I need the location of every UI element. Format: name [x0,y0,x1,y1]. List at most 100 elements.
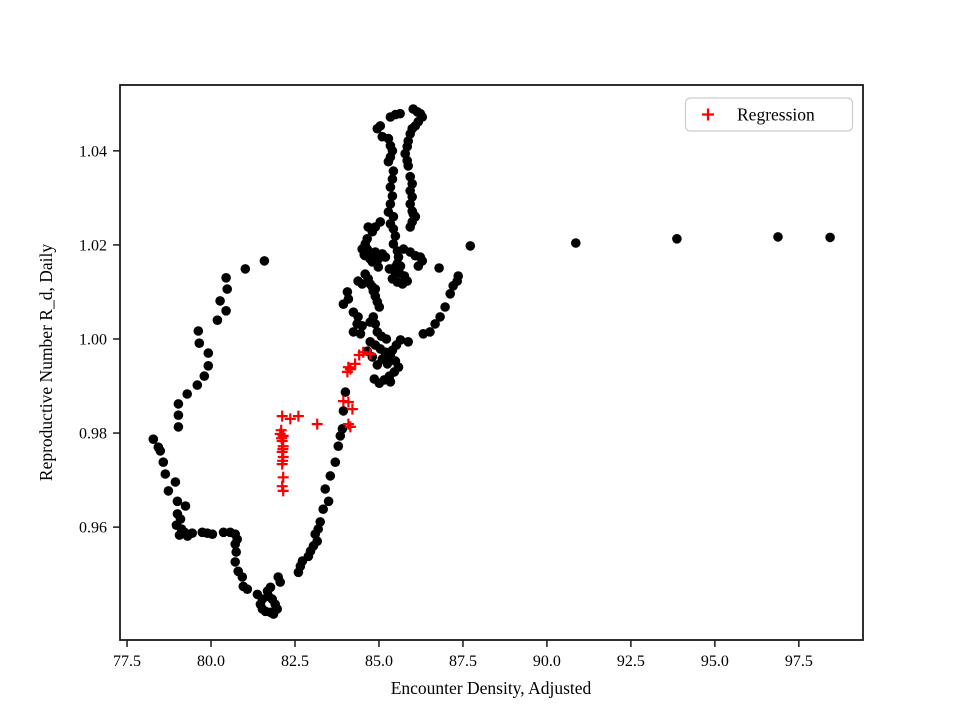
regression-marker [284,413,296,425]
scatter-point [385,377,396,387]
scatter-point [385,199,396,209]
scatter-point [148,434,159,445]
scatter-point [370,319,381,329]
scatter-point [383,156,394,167]
scatter-point [221,306,231,316]
y-tick-label: 1.00 [79,331,107,348]
scatter-point [265,582,276,593]
plot-frame [119,84,864,641]
scatter-point [381,334,392,344]
scatter-point [365,252,376,262]
legend-entry-label: Regression [737,105,815,125]
regression-marker [342,396,354,408]
x-tick-label: 92.5 [617,653,645,670]
y-tick-label: 0.96 [79,520,107,537]
scatter-point [370,222,381,232]
scatter-point [355,329,366,339]
scatter-point [385,182,396,192]
scatter-point [440,302,450,312]
scatter-point [212,315,223,326]
legend-box [684,97,854,132]
scatter-point [199,371,210,381]
x-tick-label: 95.0 [701,653,729,670]
scatter-point [318,504,329,514]
scatter-point [390,231,401,241]
scatter-point [373,262,384,272]
regression-marker [353,349,365,361]
regression-marker [311,418,323,430]
scatter-point [333,441,344,452]
regression-marker [342,418,354,430]
y-tick-label: 0.98 [79,426,107,443]
scatter-point [413,261,424,271]
legend: Regression [684,97,854,132]
scatter-point [222,284,232,294]
scatter-point [330,457,341,468]
scatter-point [357,321,368,331]
x-tick-label: 82.5 [281,653,309,670]
scatter-point [338,406,349,416]
scatter-point [193,326,204,336]
scatter-point [448,281,459,291]
y-axis-ticks: 0.96 0.98 1.00 1.02 1.04 [79,143,120,537]
scatter-point [382,359,393,369]
y-tick-label: 1.02 [79,237,107,254]
scatter-point [430,319,440,329]
scatter-point [435,312,445,322]
scatter-point [388,239,399,249]
scatter-point [203,348,214,358]
x-axis-ticks: 77.5 80.0 82.5 85.0 87.5 90.0 92.5 95.0 97.5 [113,640,813,670]
scatter-point [174,530,185,540]
y-tick-label: 1.04 [79,143,107,160]
scatter-point [240,264,251,274]
scatter-point [221,273,231,283]
scatter-point [395,108,405,119]
regression-marker [364,348,376,360]
scatter-series-observations [148,104,835,619]
scatter-point [374,302,385,312]
scatter-point [338,299,349,310]
scatter-point [434,263,444,273]
scatter-point [180,501,191,511]
scatter-point [403,161,414,171]
scatter-point [387,191,398,201]
scatter-point [445,289,456,299]
scatter-point [315,517,326,527]
x-tick-label: 90.0 [533,653,561,670]
scatter-series-regression [274,346,376,497]
scatter-point [337,424,348,434]
y-axis-label: Reproductive Number R_d, Daily [36,244,56,481]
scatter-point [387,174,398,184]
scatter-point [231,547,241,557]
scatter-point [173,399,184,409]
scatter-point [405,222,416,232]
scatter-point [207,529,218,539]
scatter-point [418,329,429,339]
scatter-point [369,374,380,384]
scatter-point [218,527,229,538]
scatter-point [320,484,331,494]
scatter-point [392,258,403,269]
x-tick-label: 87.5 [449,653,477,670]
regression-marker [276,410,288,422]
scatter-point [170,477,181,487]
scatter-point [323,496,334,507]
scatter-point [155,446,166,456]
scatter-point [194,338,205,349]
scatter-point [192,380,203,390]
scatter-point [353,312,363,322]
scatter-point [182,389,192,399]
scatter-point [275,577,286,587]
regression-marker [346,403,358,415]
scatter-point [388,211,399,222]
scatter-point [340,387,351,397]
scatter-point [237,572,248,582]
scatter-point [672,234,682,244]
scatter-point [259,256,270,266]
regression-marker [292,410,304,422]
scatter-point [395,335,406,345]
scatter-point [571,238,581,248]
regression-marker [341,366,353,378]
scatter-point [325,471,336,481]
scatter-point [172,496,183,507]
